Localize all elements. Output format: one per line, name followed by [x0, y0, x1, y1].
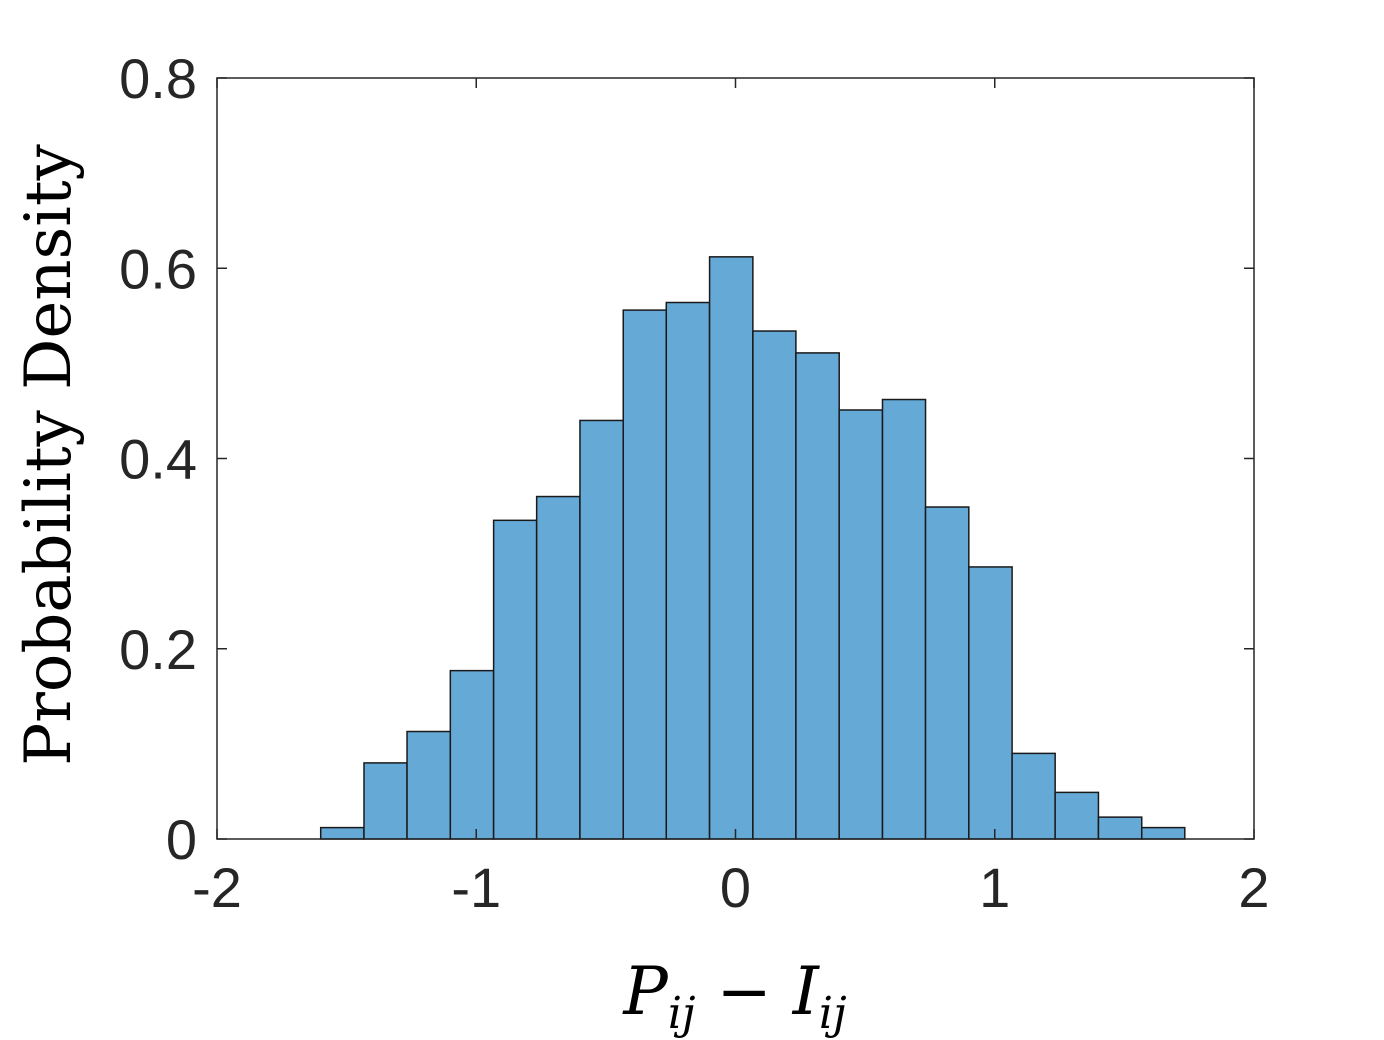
histogram-bar	[579, 419, 624, 840]
histogram-bar	[492, 519, 538, 840]
y-tick-label: 0.8	[119, 47, 197, 110]
y-tick-label: 0	[166, 808, 197, 871]
histogram-bar	[1011, 752, 1056, 840]
histogram-bar	[1140, 826, 1186, 840]
x-tick-label: -1	[451, 856, 501, 919]
y-axis-label: Probability Density	[12, 144, 86, 766]
x-label-term-b: I	[792, 953, 821, 1030]
x-label-term-a: P	[622, 953, 669, 1030]
histogram-bar	[449, 669, 495, 840]
bars-layer	[319, 256, 1186, 840]
histogram-bar	[968, 566, 1013, 840]
histogram-bar	[708, 256, 754, 840]
histogram-bar	[363, 762, 408, 840]
histogram-bar	[924, 506, 970, 840]
x-axis-label: Pij − Iij	[622, 953, 846, 1039]
histogram-bar	[795, 352, 840, 840]
histogram-bar	[319, 826, 365, 840]
histogram-bar	[665, 301, 711, 840]
histogram-bar	[1097, 816, 1143, 840]
x-label-term-a-subscript: ij	[668, 988, 696, 1039]
histogram-bar	[1054, 791, 1100, 840]
x-tick-label: 2	[1238, 856, 1269, 919]
histogram-bar	[881, 398, 927, 840]
x-tick-label: 1	[979, 856, 1010, 919]
ticks-layer: -2 -1 0 1 2 0 0.2 0.4 0.6 0.8	[119, 47, 1269, 919]
x-tick-label: -2	[192, 856, 242, 919]
x-label-term-b-subscript: ij	[819, 988, 847, 1039]
x-label-operator: −	[696, 953, 793, 1030]
histogram-bar	[406, 730, 452, 840]
histogram-bar	[838, 409, 884, 840]
y-tick-label: 0.4	[119, 428, 197, 491]
histogram-bar	[622, 309, 668, 840]
y-tick-label: 0.2	[119, 618, 197, 681]
y-tick-label: 0.6	[119, 237, 197, 300]
histogram-bar	[535, 495, 581, 840]
x-tick-label: 0	[720, 856, 751, 919]
histogram-bar	[752, 330, 797, 840]
